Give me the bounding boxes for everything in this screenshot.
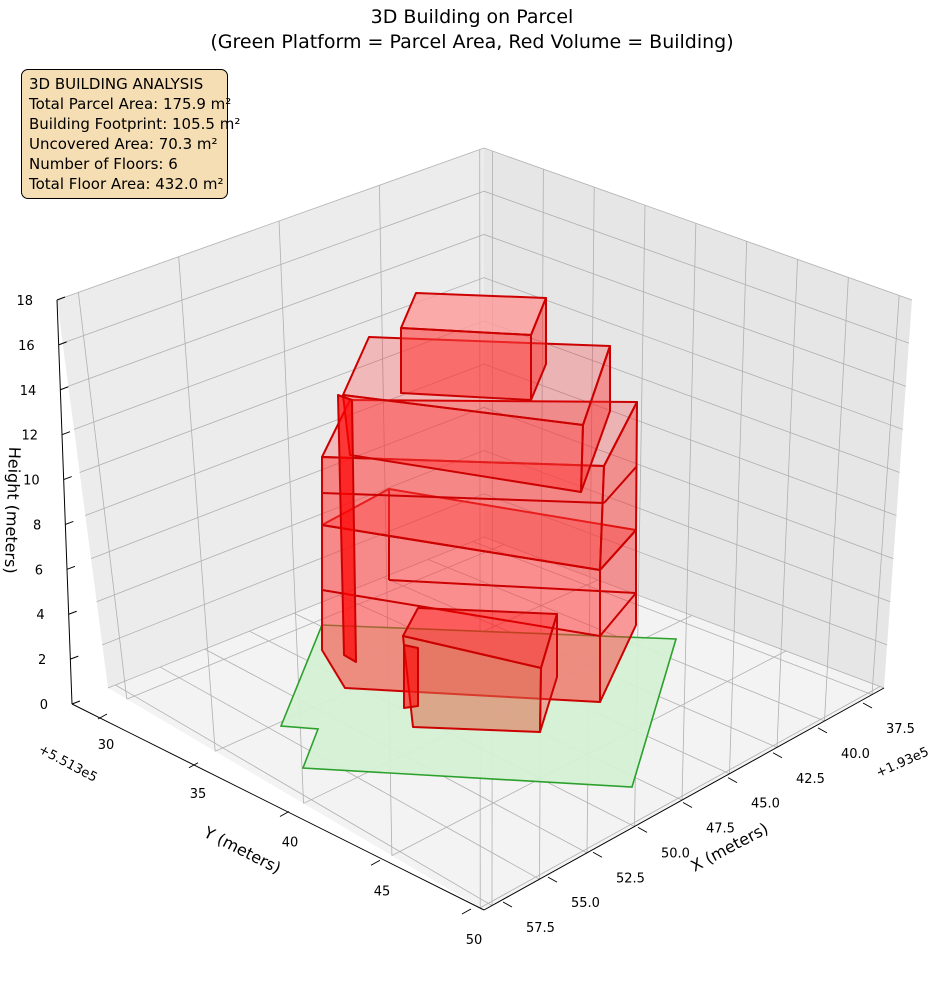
y-tick-label: 35 bbox=[190, 787, 207, 802]
building-volume bbox=[321, 292, 638, 733]
info-line-uncovered: Uncovered Area: 70.3 m² bbox=[29, 135, 218, 153]
x-grid-line bbox=[776, 259, 798, 748]
y-tick-label: 30 bbox=[98, 738, 115, 753]
x-offset-label: +1.93e5 bbox=[874, 745, 931, 782]
z-tick-label: 2 bbox=[38, 653, 46, 668]
floor-line bbox=[321, 492, 605, 504]
building-wing-notch bbox=[403, 644, 419, 709]
building-wing-side bbox=[539, 613, 558, 733]
x-tick-label: 52.5 bbox=[616, 871, 645, 886]
z-tick bbox=[56, 296, 66, 301]
z-grid-line bbox=[68, 234, 906, 387]
z-tick bbox=[60, 386, 69, 391]
info-line-parcel-area: Total Parcel Area: 175.9 m² bbox=[29, 95, 232, 113]
z-tick bbox=[68, 610, 77, 615]
z-tick-label: 14 bbox=[20, 384, 37, 399]
z-grid-line bbox=[90, 406, 894, 560]
x-tick bbox=[502, 901, 513, 908]
x-tick-label: 37.5 bbox=[886, 722, 915, 737]
y-grid-line bbox=[178, 256, 216, 752]
x-tick-label: 45.0 bbox=[751, 797, 780, 812]
info-heading: 3D BUILDING ANALYSIS bbox=[29, 75, 204, 93]
axis-ticks: 0 2 4 6 8 10 12 14 16 18 30 35 40 45 50 37.5 40.0 42.5 45.… bbox=[16, 294, 915, 948]
z-grid-line bbox=[73, 277, 903, 430]
x-grid-line bbox=[115, 684, 493, 906]
y-offset-label: +5.513e5 bbox=[36, 742, 100, 785]
floor-line bbox=[599, 592, 637, 637]
x-tick bbox=[727, 777, 738, 784]
y-tick bbox=[370, 859, 381, 866]
z-tick-label: 16 bbox=[18, 339, 35, 354]
y-tick bbox=[188, 762, 199, 769]
x-grid-line bbox=[824, 277, 849, 722]
z-tick bbox=[70, 655, 79, 660]
y-tick-label: 40 bbox=[282, 836, 299, 851]
building-upper-side bbox=[580, 345, 611, 493]
z-tick-label: 12 bbox=[21, 429, 38, 444]
x-tick-label: 40.0 bbox=[841, 747, 870, 762]
z-tick-label: 4 bbox=[36, 608, 44, 623]
z-tick bbox=[66, 565, 76, 570]
y-tick-label: 50 bbox=[466, 933, 483, 948]
building-top-side bbox=[530, 297, 547, 401]
x-tick-label: 42.5 bbox=[796, 772, 825, 787]
axes bbox=[56, 299, 885, 911]
building-top-front bbox=[400, 327, 532, 401]
z-axis-label: Height (meters) bbox=[1, 446, 24, 574]
y-grid-line bbox=[480, 686, 881, 909]
building-strip bbox=[337, 394, 357, 663]
x-tick bbox=[772, 752, 783, 759]
y-tick bbox=[279, 811, 290, 817]
x-tick-label: 47.5 bbox=[706, 822, 735, 837]
y-axis-label: Y (meters) bbox=[200, 822, 284, 877]
x-tick bbox=[682, 802, 693, 808]
x-grid-line bbox=[681, 223, 697, 801]
x-grid-line bbox=[159, 666, 540, 880]
x-tick bbox=[547, 876, 558, 883]
z-tick bbox=[61, 431, 71, 436]
z-tick bbox=[65, 520, 74, 525]
chart-subtitle: (Green Platform = Parcel Area, Red Volum… bbox=[210, 31, 734, 53]
y-tick-label: 45 bbox=[374, 884, 391, 899]
x-tick bbox=[862, 702, 873, 709]
info-line-footprint: Building Footprint: 105.5 m² bbox=[29, 115, 241, 133]
x-grid-line bbox=[871, 295, 900, 695]
y-tick bbox=[461, 908, 472, 915]
floor-line bbox=[603, 465, 638, 504]
y-tick bbox=[97, 713, 108, 720]
z-grid-line bbox=[62, 190, 910, 344]
x-grid-line bbox=[729, 241, 748, 774]
z-tick bbox=[63, 476, 72, 481]
x-tick bbox=[592, 851, 603, 858]
z-tick-label: 8 bbox=[33, 518, 41, 533]
z-tick-label: 10 bbox=[23, 474, 40, 489]
z-tick-label: 18 bbox=[16, 294, 33, 309]
chart-title: 3D Building on Parcel bbox=[370, 6, 574, 28]
info-line-floors: Number of Floors: 6 bbox=[29, 155, 178, 173]
z-tick-label: 6 bbox=[35, 563, 43, 578]
x-tick-label: 57.5 bbox=[526, 921, 555, 936]
x-tick bbox=[637, 826, 648, 833]
info-line-floor-area: Total Floor Area: 432.0 m² bbox=[29, 175, 224, 193]
z-tick-label: 0 bbox=[40, 698, 48, 713]
z-tick bbox=[58, 341, 67, 346]
z-grid-line bbox=[56, 147, 913, 301]
x-tick-label: 55.0 bbox=[571, 896, 600, 911]
x-tick-label: 50.0 bbox=[661, 846, 690, 861]
z-tick bbox=[71, 700, 81, 705]
x-tick bbox=[817, 727, 828, 734]
y-grid-line bbox=[77, 292, 128, 700]
info-box: 3D BUILDING ANALYSIS Total Parcel Area: … bbox=[21, 69, 241, 199]
floor-line bbox=[388, 579, 637, 594]
